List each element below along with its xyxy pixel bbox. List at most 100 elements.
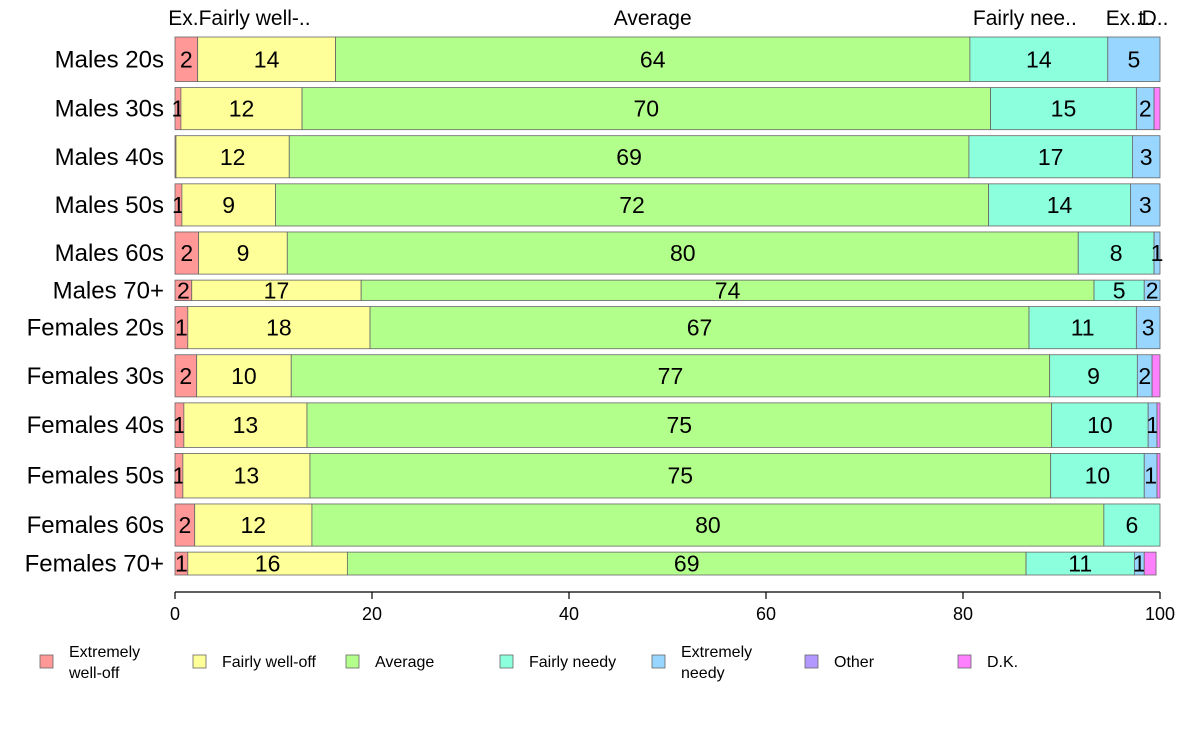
bars: 2 14 64 14 51 12 70 15 212 69 17 31 9 72 14 32 9 80 8 12 17 7… (172, 36, 1164, 577)
data-label: 14 (1047, 192, 1073, 218)
legend-swatch (192, 654, 207, 669)
data-label: 17 (264, 277, 290, 303)
data-label: 12 (229, 96, 255, 122)
data-label: 3 (1142, 315, 1155, 341)
row-label-females-20s: Females 20s (27, 315, 164, 342)
data-label: 18 (266, 315, 292, 341)
data-label: 12 (220, 144, 246, 170)
row-label-males-50s: Males 50s (55, 192, 164, 219)
bar-segment-average (306, 402, 1053, 448)
data-label: 1 (1151, 240, 1164, 266)
legend-label: needy (681, 665, 725, 682)
top-labels: Ex..Fairly well-.. Average Fairly nee.. Ex.… (168, 7, 1168, 30)
legend: Extremely well-off Fairly well-off Average F… (39, 644, 1018, 682)
data-label: 8 (1110, 240, 1123, 266)
data-label: 2 (178, 512, 191, 538)
bar-segment-fairly-needy (1077, 231, 1155, 275)
x-tick-label: 100 (1145, 604, 1175, 624)
top-label: Ex.. (168, 7, 204, 30)
bar-segment-fairly-well-off (197, 36, 336, 82)
data-label: 1 (1144, 463, 1157, 489)
x-tick-label: 20 (362, 604, 382, 624)
data-label: 5 (1127, 46, 1140, 72)
data-label: 15 (1051, 96, 1077, 122)
legend-swatch (345, 654, 360, 669)
bar-segment-average (369, 306, 1030, 350)
top-label: Fairly well-.. (199, 7, 311, 30)
data-label: 75 (668, 463, 694, 489)
data-label: 2 (180, 240, 193, 266)
data-label: 14 (254, 46, 280, 72)
data-label: 5 (1113, 277, 1126, 303)
data-label: 9 (222, 192, 235, 218)
legend-swatch (957, 654, 972, 669)
data-label: 1 (173, 463, 186, 489)
data-label: 69 (674, 551, 700, 577)
row-labels: Males 20s Males 30s Males 40s Males 50s Male… (25, 46, 164, 577)
bar-segment-extremely-needy (1130, 183, 1161, 227)
row-label-females-50s: Females 50s (27, 463, 164, 490)
top-label: t.. (1138, 7, 1156, 30)
legend-item-d-k: D.K. (957, 654, 1018, 671)
data-label: 14 (1026, 46, 1052, 72)
top-label: D.. (1142, 7, 1169, 30)
data-label: 17 (1038, 144, 1064, 170)
x-tick-label: 40 (559, 604, 579, 624)
top-label: Ex.. (1106, 7, 1142, 30)
legend-label: Other (834, 654, 875, 671)
bar-segment-extremely-needy (1153, 231, 1161, 275)
data-label: 2 (179, 363, 192, 389)
bar-segment-fairly-needy (968, 135, 1133, 179)
data-label: 72 (619, 192, 645, 218)
bar-segment-fairly-well-off (198, 231, 288, 275)
bar-segment-d-k (1156, 453, 1161, 499)
bar-segment-average (311, 503, 1105, 547)
data-label: 2 (177, 277, 190, 303)
data-label: 70 (634, 96, 660, 122)
data-label: 1 (175, 551, 188, 577)
data-label: 64 (640, 46, 666, 72)
bar-segment-extremely-needy (1143, 279, 1161, 301)
bar-segment-average (290, 354, 1051, 398)
bar-segment-d-k (1156, 402, 1161, 448)
data-label: 11 (1068, 551, 1092, 577)
row-label-females-30s: Females 30s (27, 363, 164, 390)
bar-segment-extremely-needy (1132, 135, 1161, 179)
data-label: 1 (1146, 412, 1159, 438)
legend-swatch (651, 654, 666, 669)
bar-segment-average (309, 453, 1052, 499)
row-label-females-70: Females 70+ (25, 551, 164, 578)
data-label: 10 (1085, 463, 1111, 489)
bar-segment-fairly-needy (990, 87, 1137, 131)
bar-segment-d-k (1151, 354, 1161, 398)
legend-label: D.K. (987, 654, 1018, 671)
row-label-males-30s: Males 30s (55, 96, 164, 123)
bar-segment-fairly-well-off (187, 306, 371, 350)
bar-segment-fairly-well-off (194, 503, 313, 547)
bar-segment-fairly-needy (969, 36, 1109, 82)
legend-label: Average (375, 654, 434, 671)
data-label: 10 (231, 363, 257, 389)
bar-segment-fairly-well-off (183, 402, 308, 448)
x-tick-label: 0 (170, 604, 180, 624)
data-label: 12 (241, 512, 267, 538)
legend-label: Fairly well-off (222, 654, 317, 671)
legend-item-extremely-needy: Extremely needy (651, 644, 752, 682)
top-label: Average (614, 7, 692, 30)
bar-segment-fairly-needy (1051, 402, 1149, 448)
row-label-females-60s: Females 60s (27, 512, 164, 539)
bar-segment-average (275, 183, 990, 227)
bar-segment-fairly-needy (1028, 306, 1137, 350)
data-label: 3 (1140, 144, 1153, 170)
legend-item-average: Average (345, 654, 434, 671)
data-label: 3 (1139, 192, 1152, 218)
data-label: 2 (1139, 96, 1152, 122)
x-tick-label: 80 (953, 604, 973, 624)
legend-swatch (39, 654, 54, 669)
bar-segment-fairly-needy (1103, 503, 1161, 547)
bar-segment-fairly-well-off (182, 453, 311, 499)
data-label: 2 (1146, 277, 1159, 303)
row-label-males-20s: Males 20s (55, 46, 164, 73)
data-label: 2 (1138, 363, 1151, 389)
